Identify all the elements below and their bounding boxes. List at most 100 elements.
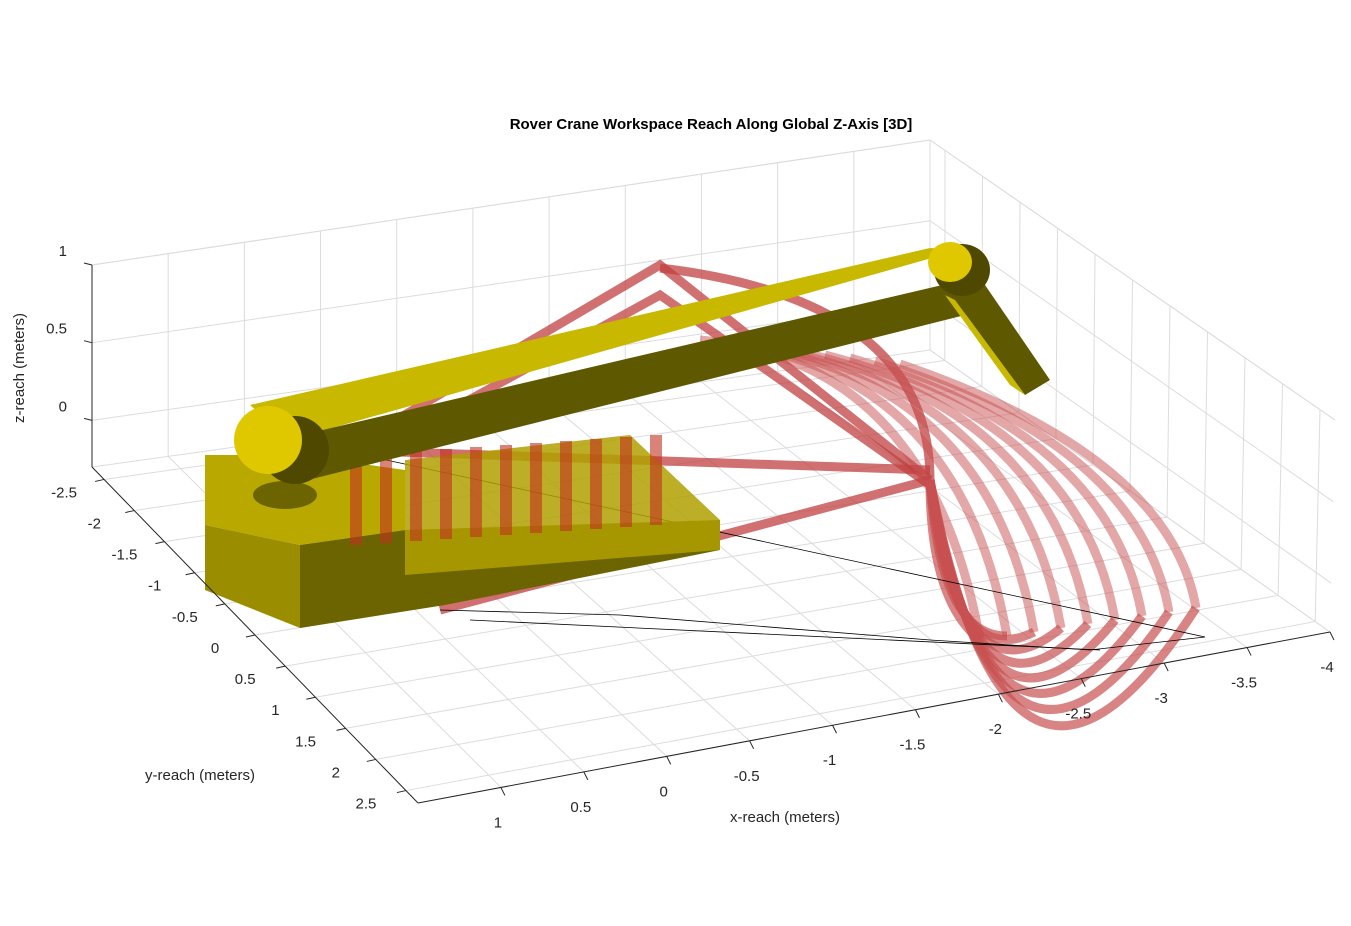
- workspace-and-crane: [205, 242, 1206, 731]
- y-tick: [396, 790, 407, 794]
- x-tick: [1329, 631, 1335, 641]
- boom-arm: [955, 285, 1050, 395]
- x-tick-label: -3: [1155, 690, 1168, 707]
- grid-line: [91, 139, 931, 266]
- crane-turret: [253, 481, 317, 509]
- chart-title: Rover Crane Workspace Reach Along Global…: [510, 116, 913, 133]
- x-tick: [749, 740, 755, 750]
- x-tick-label: -4: [1320, 659, 1333, 676]
- y-tick: [185, 572, 195, 576]
- plate-lattice: [350, 435, 662, 545]
- lattice-bar: [410, 451, 422, 541]
- lattice-bar: [500, 445, 512, 535]
- y-tick-label: 2.5: [355, 796, 376, 813]
- x-tick: [832, 725, 837, 734]
- x-tick: [583, 771, 589, 781]
- z-tick: [83, 262, 93, 266]
- workspace-edges: [339, 449, 1206, 651]
- x-tick-label: -0.5: [734, 768, 760, 785]
- z-tick-label: 0: [59, 398, 67, 415]
- grid-line: [1277, 383, 1283, 596]
- axes: -4-3.5-3-2.5-2-1.5-1-0.500.51-2.5-2-1.5-…: [46, 243, 1335, 831]
- grid-line: [1166, 305, 1171, 518]
- boom-front: [280, 275, 985, 482]
- x-tick-label: 0.5: [570, 799, 591, 816]
- x-tick: [1080, 678, 1086, 687]
- y-tick: [245, 634, 256, 638]
- y-tick: [336, 727, 346, 731]
- workspace-arc: [873, 356, 1174, 613]
- z-tick-label: 0.5: [46, 321, 67, 338]
- y-tick-label: -1.5: [112, 547, 138, 564]
- x-tick-label: -3.5: [1231, 675, 1257, 692]
- x-tick-label: -2: [989, 721, 1002, 738]
- y-tick-label: 0.5: [235, 671, 256, 688]
- grid-line: [91, 220, 931, 344]
- y-tick: [125, 510, 135, 514]
- boom-top: [250, 248, 960, 440]
- y-tick-label: -2: [88, 516, 101, 533]
- y-axis-label: y-reach (meters): [145, 767, 255, 784]
- x-tick: [997, 693, 1003, 703]
- workspace-edge: [339, 449, 1206, 651]
- y-tick: [306, 696, 316, 700]
- lattice-bar: [440, 449, 452, 539]
- x-axis: [417, 631, 1331, 804]
- workspace-arc: [925, 479, 1200, 731]
- lattice-bar: [620, 437, 632, 527]
- x-tick: [1163, 662, 1169, 672]
- grid-line: [929, 139, 1336, 421]
- y-tick-label: 2: [332, 764, 340, 781]
- grid-line: [1092, 254, 1096, 465]
- grid-line: [1240, 357, 1246, 570]
- grid-line: [1314, 409, 1321, 622]
- x-tick-label: 1: [494, 814, 502, 831]
- boom-joint-cap: [928, 242, 972, 282]
- y-tick-label: -2.5: [51, 484, 77, 501]
- y-tick-label: -1: [148, 578, 161, 595]
- y-axis: [91, 466, 419, 804]
- grid-line: [929, 220, 1334, 502]
- lattice-bar: [350, 455, 362, 545]
- lattice-bar: [650, 435, 662, 525]
- z-tick: [83, 417, 93, 421]
- z-tick-label: 1: [59, 243, 67, 260]
- y-tick-label: 0: [211, 640, 219, 657]
- workspace-arc: [898, 359, 1201, 609]
- grid-line: [345, 568, 1242, 729]
- x-tick-label: -1.5: [900, 737, 926, 754]
- x-axis-label: x-reach (meters): [730, 809, 840, 826]
- y-tick-label: -0.5: [172, 609, 198, 626]
- lattice-bar: [590, 439, 602, 529]
- y-tick: [276, 665, 286, 669]
- y-tick: [94, 478, 105, 482]
- workspace-arc: [848, 353, 1147, 617]
- x-tick-label: 0: [660, 783, 668, 800]
- x-tick: [666, 756, 672, 765]
- x-tick-label: -1: [823, 752, 836, 769]
- grid-line: [285, 516, 1168, 667]
- grid-line: [1055, 228, 1058, 439]
- grid-line: [315, 542, 1205, 698]
- x-tick: [1246, 647, 1252, 656]
- y-tick-label: 1: [271, 702, 279, 719]
- crane-base-side: [205, 525, 300, 628]
- z-tick: [83, 340, 93, 344]
- lattice-bar: [380, 453, 392, 543]
- grid-line: [1203, 331, 1208, 544]
- boom-arm-side: [945, 295, 1025, 395]
- grid-line: [375, 594, 1279, 760]
- x-tick: [500, 787, 506, 796]
- boom-pivot-cap: [234, 406, 302, 474]
- z-axis-label: z-reach (meters): [11, 313, 28, 423]
- x-tick: [915, 709, 920, 718]
- lattice-bar: [530, 443, 542, 533]
- y-tick: [366, 758, 376, 762]
- y-tick-label: 1.5: [295, 733, 316, 750]
- lattice-bar: [560, 441, 572, 531]
- x-tick-label: -2.5: [1065, 706, 1091, 723]
- grid-line: [1129, 279, 1133, 492]
- lattice-bar: [470, 447, 482, 537]
